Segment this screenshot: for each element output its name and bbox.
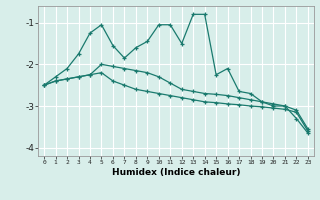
X-axis label: Humidex (Indice chaleur): Humidex (Indice chaleur) [112,168,240,177]
